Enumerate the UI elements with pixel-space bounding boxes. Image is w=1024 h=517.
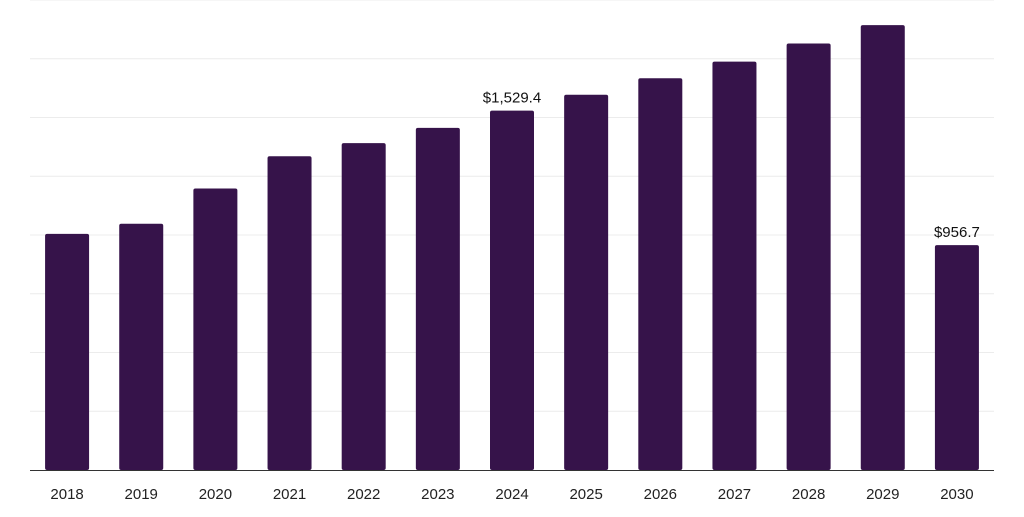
- x-tick-label-2022: 2022: [347, 486, 380, 503]
- bar-2020[interactable]: [193, 188, 238, 470]
- x-tick-label-2020: 2020: [199, 486, 232, 503]
- data-label-2024: $1,529.4: [483, 90, 541, 107]
- bar-2028[interactable]: [786, 43, 831, 470]
- bar-2030[interactable]: [934, 245, 979, 470]
- x-tick-label-2026: 2026: [644, 486, 677, 503]
- bar-2018[interactable]: [45, 233, 90, 470]
- x-axis-ticks: 2018 2019 2020 2021 2022 2023 2024 2025 2026 2027…: [50, 486, 973, 503]
- bar-2027[interactable]: [712, 61, 757, 470]
- x-tick-label-2029: 2029: [866, 486, 899, 503]
- x-tick-label-2019: 2019: [125, 486, 158, 503]
- data-label-2030: $956.7: [934, 224, 980, 241]
- bar-2029[interactable]: [860, 25, 905, 470]
- x-tick-label-2018: 2018: [50, 486, 83, 503]
- x-tick-label-2021: 2021: [273, 486, 306, 503]
- x-tick-label-2027: 2027: [718, 486, 751, 503]
- bars: [45, 25, 979, 470]
- data-labels: $1,529.4 $956.7: [483, 90, 980, 242]
- bar-2026[interactable]: [638, 78, 683, 470]
- bar-2025[interactable]: [564, 94, 609, 470]
- bar-2022[interactable]: [341, 143, 386, 470]
- bar-2023[interactable]: [415, 127, 460, 470]
- x-tick-label-2024: 2024: [495, 486, 528, 503]
- bar-2019[interactable]: [119, 223, 164, 470]
- x-tick-label-2023: 2023: [421, 486, 454, 503]
- bar-2024[interactable]: [490, 110, 534, 470]
- bar-2021[interactable]: [267, 156, 312, 470]
- x-tick-label-2025: 2025: [569, 486, 602, 503]
- x-tick-label-2030: 2030: [940, 486, 973, 503]
- x-tick-label-2028: 2028: [792, 486, 825, 503]
